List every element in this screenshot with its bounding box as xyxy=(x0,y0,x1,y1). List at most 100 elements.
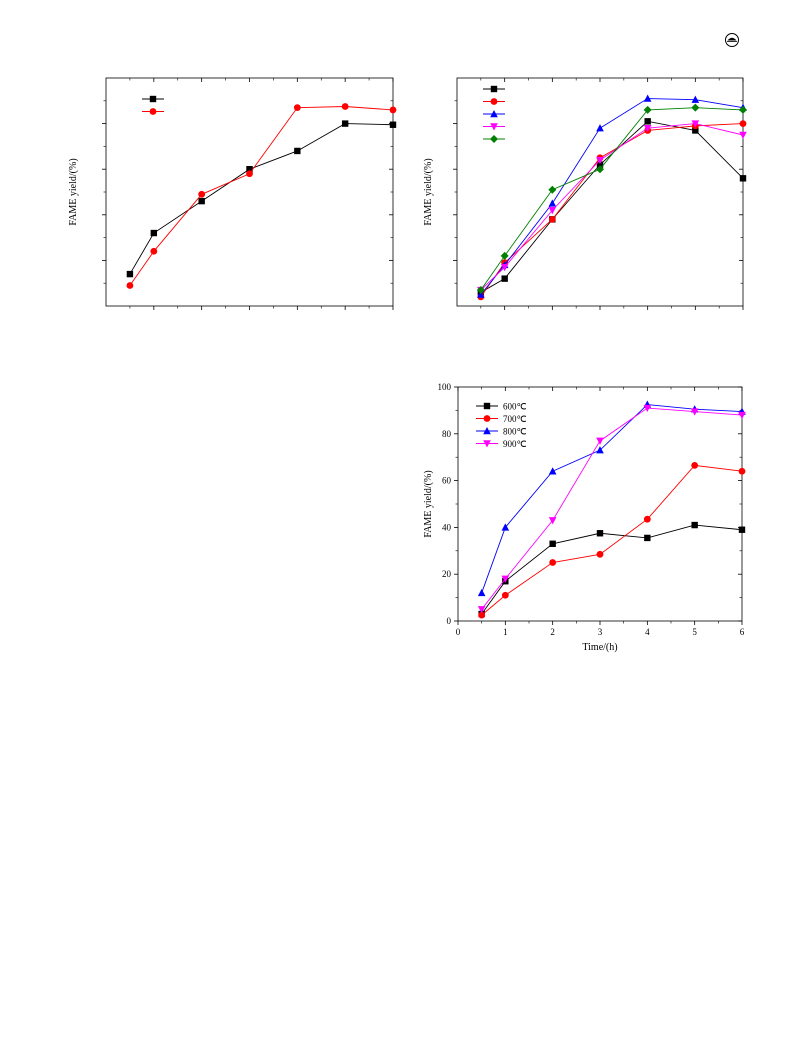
y-tick-label: 100 xyxy=(438,382,452,392)
data-point xyxy=(548,215,556,223)
y-tick-label: 20 xyxy=(442,569,452,579)
data-point xyxy=(548,517,557,525)
legend-marker xyxy=(149,108,157,115)
data-point xyxy=(596,124,604,132)
legend-marker xyxy=(490,98,498,105)
data-point xyxy=(150,247,158,255)
data-point xyxy=(389,121,397,128)
data-point xyxy=(548,467,557,475)
y-tick-label: 0 xyxy=(447,616,452,626)
data-point xyxy=(738,526,746,533)
journal-logo-icon xyxy=(725,33,739,47)
data-point xyxy=(739,105,747,114)
data-point xyxy=(341,120,349,127)
legend-marker xyxy=(149,95,157,103)
series-line xyxy=(481,464,743,616)
series-1 xyxy=(126,120,397,278)
legend-entry xyxy=(483,123,505,131)
y-axis-label: FAME yield/(%) xyxy=(423,158,434,225)
data-point xyxy=(501,275,508,282)
data-point xyxy=(549,540,556,547)
series-5 xyxy=(476,103,747,295)
series-line xyxy=(129,106,394,286)
plot-frame xyxy=(105,77,394,307)
legend-label: 600℃ xyxy=(503,402,527,412)
legend-marker xyxy=(483,402,491,410)
legend-marker xyxy=(483,427,491,435)
data-point xyxy=(477,588,486,597)
data-point xyxy=(549,559,557,566)
series-line xyxy=(480,123,744,291)
legend-label: 900℃ xyxy=(503,439,527,449)
data-point xyxy=(643,105,652,114)
data-point xyxy=(126,270,134,278)
data-point xyxy=(500,251,509,260)
series-4 xyxy=(477,120,747,295)
data-point xyxy=(477,606,486,614)
legend-entry xyxy=(483,135,505,143)
legend-marker xyxy=(490,135,498,143)
series-2 xyxy=(478,461,746,619)
data-point xyxy=(643,94,652,102)
legend-entry xyxy=(483,85,505,93)
data-point xyxy=(691,461,699,469)
data-point xyxy=(739,131,747,139)
data-point xyxy=(596,437,604,445)
data-point xyxy=(341,103,349,110)
data-point xyxy=(596,530,604,537)
data-point xyxy=(500,264,509,272)
data-point xyxy=(126,282,134,289)
series-2 xyxy=(477,120,747,301)
legend-marker xyxy=(490,110,498,118)
data-point xyxy=(501,523,510,531)
charts-root: FAME yield/(%) FAME yield/(%)0 1 2 3 4 5 602040… xyxy=(68,77,747,653)
data-point xyxy=(643,124,652,133)
y-tick-label: 60 xyxy=(442,476,452,486)
data-point xyxy=(548,185,557,194)
data-point xyxy=(596,446,604,454)
x-tick-label: 4 xyxy=(645,627,650,637)
series-4 xyxy=(477,404,746,614)
series-line xyxy=(480,120,744,293)
x-tick-label: 2 xyxy=(550,627,555,637)
x-tick-label: 6 xyxy=(740,627,745,637)
data-point xyxy=(739,175,747,182)
data-point xyxy=(246,170,253,178)
series-line xyxy=(129,123,394,275)
data-point xyxy=(691,120,700,128)
legend-entry xyxy=(142,108,164,115)
data-point xyxy=(739,120,747,127)
series-line xyxy=(481,524,743,615)
y-tick-label: 40 xyxy=(442,522,452,532)
y-axis-label: FAME yield/(%) xyxy=(68,158,79,225)
data-point xyxy=(596,550,604,558)
y-axis-label: FAME yield/(%) xyxy=(423,470,434,537)
data-point xyxy=(198,190,206,198)
legend-marker xyxy=(483,440,491,448)
data-point xyxy=(246,166,253,173)
data-point xyxy=(691,95,700,103)
data-point xyxy=(596,156,604,165)
data-point xyxy=(644,534,651,542)
legend-entry: 800℃ xyxy=(476,427,527,437)
series-line xyxy=(480,107,744,291)
data-point xyxy=(644,118,651,125)
data-point xyxy=(738,467,746,475)
data-point xyxy=(501,575,510,583)
legend-marker xyxy=(490,123,498,131)
data-point xyxy=(691,103,700,112)
y-tick-label: 80 xyxy=(442,429,452,439)
data-point xyxy=(692,127,699,134)
data-point xyxy=(389,106,397,114)
x-tick-label: 5 xyxy=(692,627,697,637)
series-line xyxy=(480,98,744,295)
x-axis-label: Time/(h) xyxy=(582,642,617,653)
legend-entry: 600℃ xyxy=(476,402,527,412)
x-tick-label: 1 xyxy=(503,627,508,637)
data-point xyxy=(596,161,604,168)
data-point xyxy=(476,286,485,295)
data-point xyxy=(738,411,746,420)
chart-1: FAME yield/(%) xyxy=(68,77,397,310)
legend-entry: 900℃ xyxy=(476,439,527,449)
